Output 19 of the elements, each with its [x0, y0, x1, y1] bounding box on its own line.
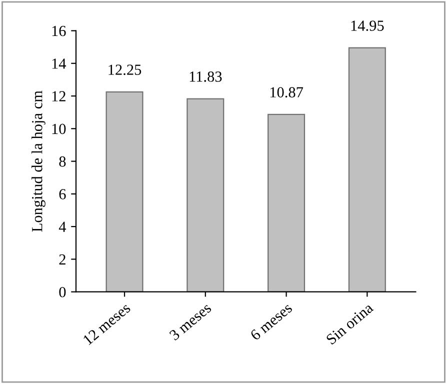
y-tick-label: 4 [58, 222, 66, 232]
data-label: 14.95 [351, 20, 384, 31]
bar [186, 98, 224, 292]
data-label: 11.83 [190, 71, 222, 82]
y-tick-label: 8 [59, 156, 66, 167]
y-tick-label: 10 [52, 124, 66, 134]
data-label: 12.25 [108, 64, 142, 75]
y-tick-label: 16 [52, 26, 66, 36]
bar [106, 91, 144, 292]
y-tick-label: 6 [59, 189, 66, 200]
y-tick-label: 0 [59, 286, 66, 298]
y-tick-label: 2 [59, 254, 66, 264]
y-tick-label: 12 [52, 91, 66, 102]
bar [348, 47, 386, 292]
data-label: 10.87 [270, 87, 304, 98]
x-tick-label: Sin orina [326, 302, 374, 345]
bar [268, 114, 306, 292]
y-tick-label: 14 [52, 58, 66, 69]
y-axis-title: Longitud de la hoja cm [32, 90, 46, 232]
